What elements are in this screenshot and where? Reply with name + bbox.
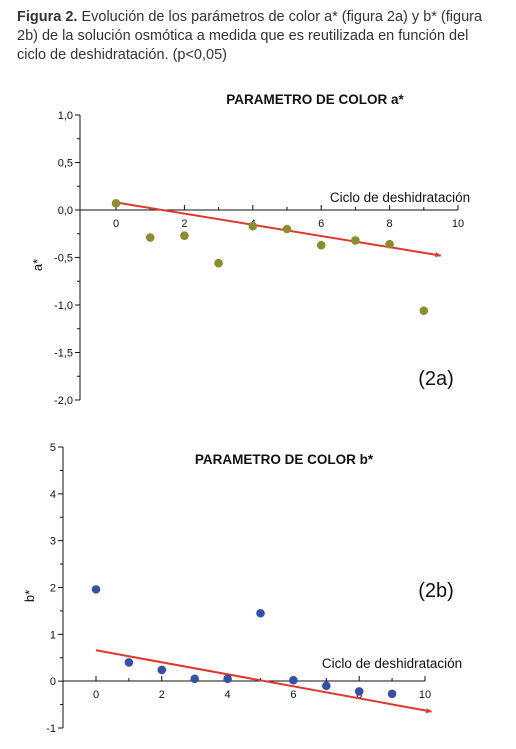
data-point: [214, 258, 223, 268]
x-tick-label: 2: [181, 218, 187, 230]
x-tick-label: 10: [419, 689, 431, 701]
y-tick-label: -1,0: [54, 300, 73, 312]
data-point: [385, 239, 394, 249]
y-tick-label: 1,0: [58, 110, 73, 122]
data-point: [387, 689, 397, 699]
y-tick-label: 0,0: [58, 205, 73, 217]
x-tick-label: 8: [387, 218, 393, 230]
x-tick-label: 4: [225, 689, 231, 701]
data-point: [157, 665, 167, 675]
chart-title: PARAMETRO DE COLOR a*: [226, 92, 404, 107]
data-point: [145, 233, 155, 242]
y-tick-label: 0: [50, 676, 56, 688]
x-tick-label: 6: [318, 218, 324, 230]
data-point: [354, 687, 364, 696]
data-point: [282, 224, 292, 234]
x-axis-label: Ciclo de deshidratación: [330, 190, 470, 205]
chart-title: PARAMETRO DE COLOR b*: [195, 452, 374, 467]
data-point: [351, 236, 360, 245]
trend-line: [95, 649, 432, 713]
data-point: [256, 608, 265, 618]
chart-b: PARAMETRO DE COLOR b*543210-1b*0246810Ci…: [22, 442, 462, 735]
data-point: [322, 681, 331, 691]
y-tick-label: -0,5: [54, 253, 73, 265]
data-point: [223, 674, 232, 684]
data-point: [124, 658, 134, 667]
y-tick-label: -1,5: [54, 348, 73, 360]
data-point: [111, 199, 121, 208]
x-axis-label: Ciclo de deshidratación: [322, 656, 462, 671]
y-tick-label: 4: [50, 489, 56, 501]
data-point: [316, 240, 326, 250]
x-tick-label: 2: [159, 689, 165, 701]
y-tick-label: 1: [50, 629, 56, 641]
data-point: [91, 585, 101, 594]
y-tick-label: 0,5: [58, 158, 73, 170]
x-tick-label: 0: [113, 218, 119, 230]
y-axis-label: b*: [22, 590, 37, 602]
chart-a: PARAMETRO DE COLOR a* 1,0 0,5 0,0 -0,5 -1,0 -1…: [30, 92, 470, 407]
data-point: [248, 221, 258, 231]
x-tick-label: 6: [290, 689, 296, 701]
trend-arrowhead: [425, 708, 432, 714]
figure-caption: Figura 2. Evolución de los parámetros de…: [17, 8, 497, 65]
figure-caption-text: Evolución de los parámetros de color a* …: [17, 9, 483, 63]
data-point: [289, 675, 298, 685]
data-point: [190, 674, 199, 684]
x-tick-label: 0: [93, 689, 99, 701]
y-tick-label: 2: [50, 583, 56, 595]
y-tick-label: 3: [50, 536, 56, 548]
data-point: [419, 306, 429, 316]
y-tick-label: -1: [46, 723, 56, 735]
figure-caption-label: Figura 2.: [17, 9, 78, 25]
y-tick-label: 5: [50, 442, 56, 454]
y-tick-label: -2,0: [54, 395, 73, 407]
trend-arrowhead: [435, 252, 441, 258]
panel-label: (2b): [418, 580, 454, 602]
data-point: [180, 231, 189, 240]
x-tick-label: 10: [452, 218, 464, 230]
panel-label: (2a): [418, 368, 454, 390]
y-axis-label: a*: [30, 259, 45, 271]
